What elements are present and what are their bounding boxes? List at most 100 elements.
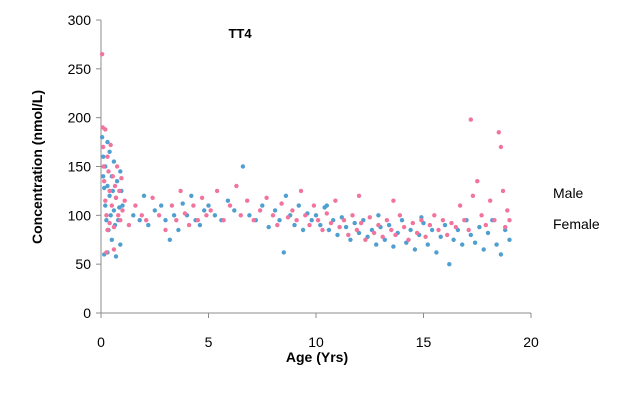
female-data-point (324, 211, 329, 216)
female-data-point (468, 117, 473, 122)
male-data-point (507, 237, 512, 242)
male-data-point (137, 218, 142, 223)
female-data-point (341, 218, 347, 223)
female-data-point (174, 218, 179, 223)
female-data-point (507, 218, 512, 223)
female-data-point (126, 222, 132, 228)
female-data-point (389, 227, 394, 233)
male-data-point (232, 208, 237, 213)
male-data-point (266, 224, 271, 230)
female-data-point (333, 198, 338, 203)
female-data-point (307, 222, 312, 228)
male-data-point (296, 203, 301, 208)
x-ticks: 0 5 10 15 20 (97, 313, 539, 350)
male-data-point (180, 201, 185, 206)
female-data-point (117, 188, 122, 194)
female-data-point (440, 218, 446, 223)
male-data-point (326, 227, 332, 233)
female-data-point (257, 208, 263, 213)
male-data-point (272, 208, 278, 213)
female-data-point (315, 218, 321, 223)
y-tick-label: 200 (68, 110, 92, 126)
male-data-point (167, 237, 172, 242)
axes (100, 20, 531, 314)
male-data-point (313, 213, 319, 218)
male-data-point (240, 164, 246, 169)
female-data-point (346, 232, 351, 238)
male-data-point (494, 242, 499, 247)
female-data-point (106, 169, 111, 174)
legend-label-male: Male (553, 185, 584, 201)
male-data-point (107, 149, 112, 154)
male-data-point (283, 193, 289, 198)
female-data-point (419, 218, 424, 223)
y-tick-label: 50 (75, 256, 91, 272)
female-data-point (384, 218, 390, 223)
male-data-point (425, 242, 430, 247)
female-data-point (488, 198, 493, 203)
male-data-point (197, 222, 203, 228)
female-data-point (221, 218, 226, 223)
female-data-point (498, 144, 504, 150)
female-data-point (107, 188, 112, 194)
male-data-point (247, 213, 252, 218)
female-data-point (116, 213, 121, 218)
data-points (99, 52, 512, 267)
female-data-point (111, 224, 117, 230)
male-data-point (110, 188, 116, 194)
male-data-point (146, 222, 151, 228)
male-data-point (300, 227, 306, 233)
female-data-point (354, 227, 360, 233)
female-data-point (204, 213, 209, 218)
male-data-point (105, 183, 110, 189)
female-data-point (479, 213, 484, 218)
female-data-point (457, 203, 463, 208)
female-data-point (208, 208, 213, 213)
female-data-point (397, 213, 403, 218)
female-data-point (436, 227, 441, 233)
male-data-point (399, 218, 405, 223)
female-data-point (113, 195, 119, 200)
male-data-point (429, 227, 435, 233)
female-data-point (107, 220, 112, 226)
male-data-point (442, 222, 448, 228)
male-data-point (412, 247, 418, 252)
female-data-point (133, 203, 138, 208)
female-data-point (393, 232, 398, 238)
female-data-point (496, 130, 501, 135)
female-data-point (483, 222, 488, 228)
female-data-point (163, 227, 168, 233)
y-tick-label: 250 (68, 61, 92, 77)
female-data-point (109, 203, 115, 208)
male-data-point (386, 222, 392, 228)
female-data-point (453, 224, 458, 230)
female-data-point (505, 208, 510, 213)
female-data-point (432, 213, 437, 218)
x-tick-label: 0 (97, 334, 105, 350)
male-data-point (111, 159, 117, 164)
female-data-point (169, 203, 175, 208)
male-data-point (391, 244, 396, 249)
female-data-point (358, 220, 364, 226)
female-data-point (391, 198, 396, 203)
female-data-point (101, 144, 106, 150)
male-data-point (117, 205, 122, 210)
male-data-point (131, 213, 136, 218)
x-tick-label: 15 (416, 334, 432, 350)
male-data-point (472, 240, 478, 245)
female-data-point (111, 247, 117, 252)
female-data-point (503, 224, 508, 230)
female-data-point (264, 195, 269, 200)
male-data-point (114, 179, 120, 184)
female-data-point (105, 227, 110, 233)
female-data-point (294, 218, 299, 223)
female-data-point (337, 224, 342, 230)
female-data-point (156, 213, 162, 218)
x-tick-label: 10 (308, 334, 324, 350)
x-axis-title: Age (Yrs) (286, 349, 348, 365)
male-data-point (352, 220, 357, 226)
female-data-point (279, 201, 284, 206)
male-data-point (111, 208, 117, 213)
